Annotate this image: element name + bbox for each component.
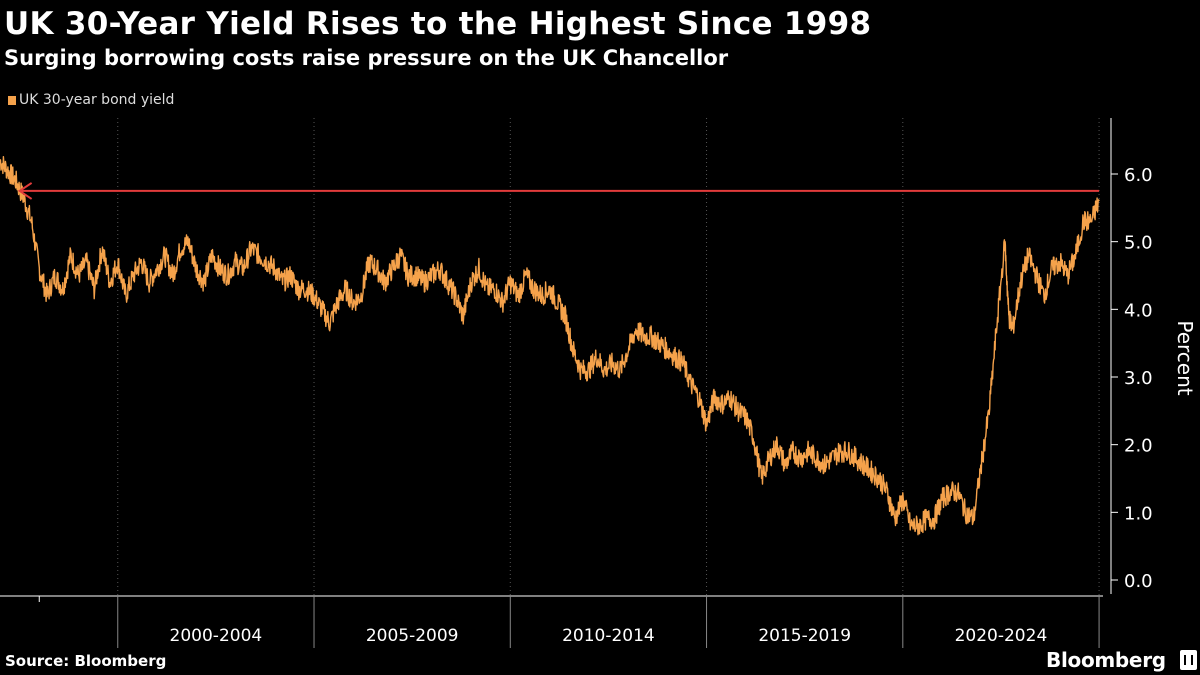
x-tick-label: 2000-2004 [170, 626, 263, 646]
bloomberg-logo-text: Bloomberg [1046, 648, 1166, 672]
reference-layer [17, 182, 1100, 200]
x-axis: 2000-2004 2005-2009 2010-2014 2015-2019 2020… [0, 118, 1103, 648]
y-tick-label: 5.0 [1124, 233, 1153, 254]
y-tick-label: 2.0 [1124, 436, 1153, 457]
legend-swatch [8, 95, 16, 105]
y-tick-label: 4.0 [1124, 300, 1153, 321]
source-note: Source: Bloomberg [5, 652, 167, 670]
x-tick-label: 2015-2019 [758, 626, 851, 646]
legend-label: UK 30-year bond yield [19, 92, 175, 108]
y-axis-label: Percent [1173, 320, 1197, 395]
series-line-uk-30y-yield [0, 155, 1100, 536]
reference-arrow-left-icon [17, 182, 33, 200]
y-tick-label: 0.0 [1124, 571, 1153, 592]
bloomberg-logo-icon [1180, 650, 1197, 670]
x-tick-label: 2010-2014 [562, 626, 655, 646]
y-axis: 0.0 1.0 2.0 3.0 4.0 5.0 6.0 Percent [1110, 118, 1197, 594]
y-tick-label: 3.0 [1124, 368, 1153, 389]
series-layer [0, 155, 1100, 536]
x-tick-label: 2020-2024 [955, 626, 1048, 646]
legend: UK 30-year bond yield [8, 92, 174, 108]
chart-title: UK 30-Year Yield Rises to the Highest Si… [4, 6, 872, 42]
y-tick-label: 1.0 [1124, 503, 1153, 524]
y-tick-label: 6.0 [1124, 165, 1153, 186]
x-tick-label: 2005-2009 [366, 626, 459, 646]
chart-subtitle: Surging borrowing costs raise pressure o… [4, 46, 729, 70]
